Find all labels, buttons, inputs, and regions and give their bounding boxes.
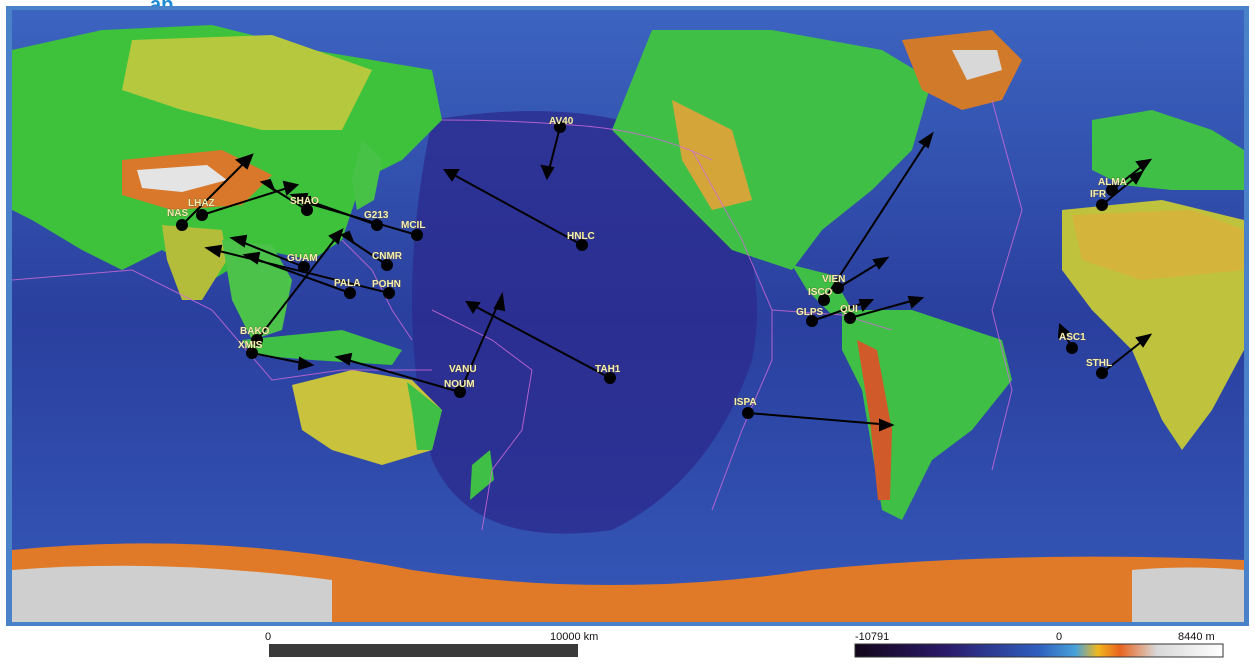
figure-title: ap, ... [150,0,1250,10]
station-label-alma: ALMA [1098,177,1127,188]
sahara [1072,210,1244,280]
station-label-pohn: POHN [372,279,401,290]
station-label-hnlc: HNLC [567,231,595,242]
scale-bar-start-label: 0 [265,631,271,643]
antarctica-ice-east [1132,567,1244,622]
elevation-min-label: -10791 [855,631,889,643]
station-label-vanu: VANU [449,364,477,375]
station-label-cnmr: CNMR [372,251,403,262]
station-label-pala: PALA [334,278,360,289]
japan [352,140,382,210]
station-label-ifr: IFR [1090,189,1107,200]
station-label-tah1: TAH1 [595,364,621,375]
greenland-ice [952,50,1002,80]
station-label-isco: ISCO [808,287,833,298]
station-label-vien: VIEN [822,274,845,285]
rockies [672,100,752,210]
andes [857,340,892,500]
station-label-av40: AV40 [549,116,574,127]
station-label-lhaz: LHAZ [188,198,215,209]
antarctica-ice [12,565,332,622]
elevation-max-label: 8440 m [1178,631,1215,643]
station-label-g213: G213 [364,210,389,221]
australia-east [407,382,442,450]
station-label-qui: QUI [840,304,858,315]
velocity-vectors [181,126,1153,432]
north-america-land [612,30,932,270]
elevation-color-bar [854,643,1224,658]
legend-strip: 0 10000 km -10791 0 8440 m [0,626,1255,665]
station-label-glps: GLPS [796,307,824,318]
pacific-deep-basin [412,111,757,534]
station-label-asc1: ASC1 [1059,332,1086,343]
station-label-ispa: ISPA [734,397,757,408]
scale-bar [269,644,578,657]
station-label-noum: NOUM [444,379,475,390]
indonesia [242,330,402,365]
station-label-nas: NAS [167,208,188,219]
elevation-mid-label: 0 [1056,631,1062,643]
siberia-highland [122,35,372,130]
australia-land [292,370,442,465]
station-label-xmis: XMIS [238,340,263,351]
europe-land [1092,110,1244,190]
new-zealand [470,450,494,500]
world-relief-map: NAS LHAZ SHAO G213 MCIL AV40 HNLC GUAM C… [12,10,1244,622]
legend-svg: 0 10000 km -10791 0 8440 m [265,631,1224,658]
station-label-mcil: MCIL [401,220,425,231]
station-markers: NAS LHAZ SHAO G213 MCIL AV40 HNLC GUAM C… [167,116,1127,419]
central-america [792,265,852,315]
plate-boundaries [12,99,1023,531]
india [162,225,227,300]
station-label-shao: SHAO [290,196,319,207]
station-label-sthl: STHL [1086,358,1112,369]
scale-bar-end-label: 10000 km [550,631,598,643]
station-label-guam: GUAM [287,253,318,264]
station-label-bako: BAKO [240,326,270,337]
himalaya-snow [137,165,227,192]
